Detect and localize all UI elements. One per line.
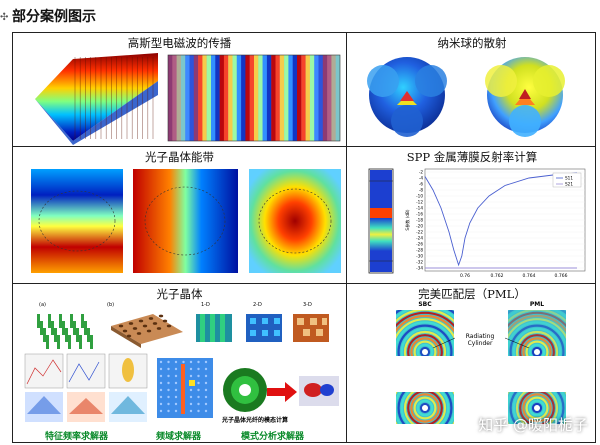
cell-title-nano: 纳米球的散射 [437,36,507,50]
spp-y-tick: -28 [416,248,423,253]
pml-figure: SBC PML Radiating Cylinder [396,301,566,424]
spp-y-tick: -8 [419,188,424,193]
spp-y-tick: -34 [416,266,423,271]
spp-y-tick: -22 [416,230,423,235]
rod-array [37,314,93,349]
eigenfreq-panels [24,353,148,422]
sub-label-3d: 3-D [303,302,312,308]
spp-legend-label: S21 [565,182,573,187]
move-handle-icon[interactable]: ✣ [0,12,9,23]
spp-y-tick: -20 [416,224,423,229]
crystal-2d [246,314,282,342]
pml-label-sbc: SBC [418,301,432,308]
cell-crystal: 光子晶体 (a) (b) 1-D 2-D 3-D [13,284,346,444]
spp-y-tick: -4 [419,176,424,181]
hole-slab [111,314,183,348]
cell-gaussian: 高斯型电磁波的传播 [13,33,346,146]
pml-ring-plots [396,310,566,424]
caption-mode-analysis: 模式分析求解器 [241,432,305,442]
spp-y-tick: -16 [416,212,423,217]
sub-label-1d: 1-D [201,302,210,308]
caption-eigenfrequency: 特征频率求解器 [45,432,109,442]
spp-y-tick: -2 [419,170,424,175]
gaussian-3d-surface [35,53,158,145]
mode-inset-label: 光子晶体光纤的模态计算 [221,416,288,424]
spp-x-tick: 0.76 [460,273,470,279]
gaussian-beam-figure [35,53,341,145]
row-divider-2 [13,283,595,284]
band-figure [31,169,341,273]
spp-x-tick: 0.766 [555,273,568,279]
spp-series-s11 [424,172,578,267]
spp-y-tick: -30 [416,254,423,259]
cell-band: 光子晶体能带 [13,147,346,283]
caption-frequency-domain: 频域求解器 [156,432,202,442]
crystal-1d [196,314,232,342]
spp-y-tick: -6 [419,182,424,187]
nano-sphere-figure [367,57,565,137]
cell-title-gaussian: 高斯型电磁波的传播 [127,36,232,50]
cell-title-pml: 完美匹配层（PML） [418,287,526,301]
page-heading: 部分案例图示 [12,9,96,25]
band-plot-2 [133,169,238,273]
field-plot-stripes [168,55,341,141]
cell-nano: 纳米球的散射 [347,33,597,146]
band-plot-1 [31,169,123,273]
cell-spp: SPP 金属薄膜反射率计算 -2 -4 -6 -8 -10 -12 -14 -16 -18 -20… [347,147,597,283]
spp-y-tick: -10 [416,194,423,199]
band-plot-3 [249,169,341,273]
cell-pml: 完美匹配层（PML） SBC PML Radiating Cylinder [347,284,597,444]
cell-title-spp: SPP 金属薄膜反射率计算 [406,150,538,164]
spp-figure: -2-4-6-8-10-12-14-16-18-20-22-24-26-28-3… [368,168,586,279]
sub-label-b: (b) [107,302,114,308]
spp-y-tick: -14 [416,206,423,211]
crystal-3d [293,314,329,342]
spp-y-tick: -26 [416,242,423,247]
crystal-figure: (a) (b) 1-D 2-D 3-D [24,302,339,424]
spp-y-label: S参数 (dB) [404,209,411,231]
spp-x-tick: 0.764 [523,273,536,279]
spp-legend-label: S11 [565,176,573,181]
nano-sphere-right [485,57,565,137]
mode-analysis [223,368,339,412]
watermark: 知乎 @暖阳栀子 [478,416,588,434]
pml-label-pml: PML [530,301,544,308]
sub-label-a: (a) [39,302,46,308]
spp-y-tick: -24 [416,236,423,241]
row-divider-1 [13,146,595,147]
sub-label-2d: 2-D [253,302,262,308]
cell-title-band: 光子晶体能带 [145,150,214,164]
nano-sphere-left [367,57,447,137]
spp-y-tick: -12 [416,200,423,205]
pml-annotation: Radiating Cylinder [466,333,495,347]
freq-domain-plot [157,358,213,418]
spp-y-tick: -32 [416,260,423,265]
column-divider [346,33,347,442]
spp-y-tick: -18 [416,218,423,223]
spp-structure [368,168,394,274]
spp-chart: -2-4-6-8-10-12-14-16-18-20-22-24-26-28-3… [404,168,586,279]
figure-grid: 高斯型电磁波的传播 纳米球的散射 [12,32,596,443]
gaussian-ridges [74,57,154,139]
spp-x-tick: 0.762 [491,273,504,279]
cell-title-crystal: 光子晶体 [156,287,203,301]
